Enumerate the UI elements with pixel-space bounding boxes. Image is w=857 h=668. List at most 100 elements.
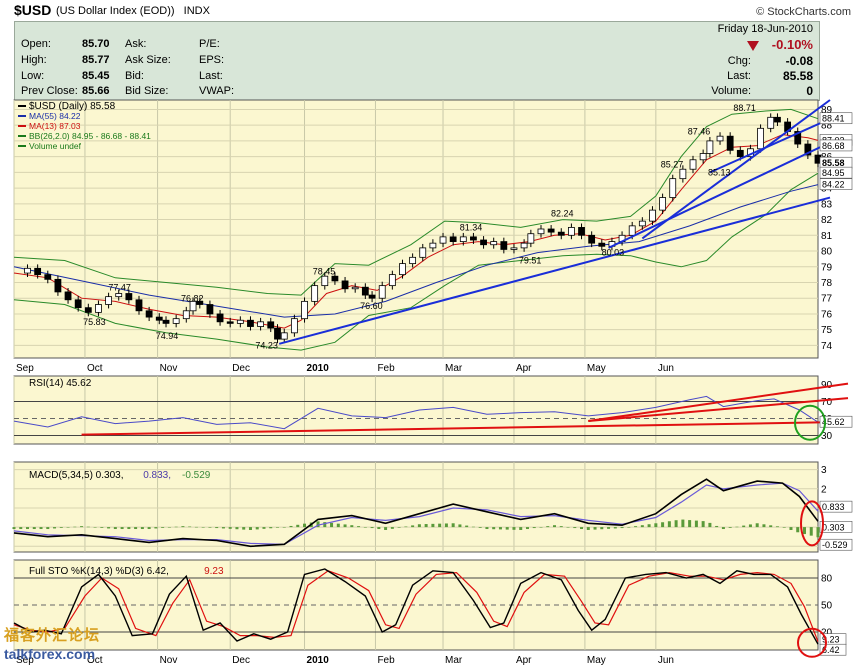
macd-histogram-bar — [654, 523, 658, 528]
macd-histogram-bar — [194, 526, 198, 528]
sto-legend-entry: 9.23 — [204, 566, 224, 577]
quote-date: Friday 18-Jun-2010 — [717, 23, 813, 35]
macd-histogram-bar — [255, 527, 259, 530]
ask-size-label: Ask Size: — [125, 54, 171, 66]
candle-body — [378, 285, 386, 299]
macd-histogram-bar — [742, 525, 746, 528]
candle-body — [480, 239, 487, 246]
macd-histogram-bar — [465, 525, 469, 528]
price-legend-entry: Volume undef — [29, 141, 82, 151]
candle-body — [578, 227, 585, 236]
macd-histogram-bar — [715, 525, 719, 528]
candle-body — [267, 321, 275, 329]
high-label: High: — [21, 54, 47, 66]
bb-upper-line — [13, 108, 819, 296]
macd-histogram-bar — [485, 527, 489, 530]
price-ytick-label: 79 — [821, 262, 833, 273]
macd-histogram-bar — [39, 527, 43, 530]
credit-link[interactable]: © StockCharts.com — [756, 6, 851, 18]
candle-body — [44, 274, 52, 280]
candle-body — [226, 321, 234, 324]
macd-histogram-bar — [431, 523, 435, 528]
candle-body — [388, 274, 396, 287]
candle-body — [689, 159, 697, 170]
bb-lower-line — [13, 172, 819, 351]
candle-body — [429, 242, 437, 249]
candle-body — [290, 318, 298, 334]
macd-histogram-bar — [492, 527, 496, 530]
sto-xtick-label: Dec — [232, 655, 250, 666]
price-ytick-label: 81 — [821, 231, 833, 242]
macd-right-label: 0.833 — [822, 502, 845, 512]
candle-body — [804, 143, 812, 156]
price-ytick-label: 74 — [821, 341, 833, 352]
price-legend-entry: $USD (Daily) 85.58 — [29, 101, 116, 112]
price-right-label: 84.22 — [822, 180, 845, 190]
sto-xtick-label: Apr — [516, 655, 532, 666]
macd-histogram-bar — [674, 520, 678, 528]
price-ytick-label: 75 — [821, 325, 833, 336]
candle-body — [216, 313, 224, 323]
last-label: Last: — [727, 70, 751, 82]
rsi-ytick-label: 90 — [821, 380, 833, 391]
macd-right-label: 0.303 — [822, 522, 845, 532]
ma55-line — [13, 184, 819, 318]
macd-histogram-bar — [127, 527, 131, 530]
macd-histogram-bar — [438, 523, 442, 528]
macd-histogram-bar — [471, 526, 475, 528]
macd-histogram-bar — [188, 526, 192, 528]
macd-histogram-bar — [478, 527, 482, 528]
candle-body — [774, 116, 781, 123]
candle-body — [105, 296, 112, 305]
price-right-label: 88.41 — [822, 114, 845, 124]
price-annotation: 76.60 — [360, 301, 383, 311]
candle-body — [236, 319, 244, 324]
macd-right-label-box — [819, 538, 853, 551]
candle-body — [706, 140, 714, 154]
candle-body — [311, 285, 319, 302]
macd-right-label-box — [819, 521, 853, 533]
macd-histogram-bar — [66, 527, 70, 528]
sto-right-label: 6.42 — [822, 645, 840, 655]
sto-xtick-label: Oct — [87, 655, 103, 666]
macd-histogram-bar — [208, 527, 212, 528]
chg-label: Chg: — [727, 55, 751, 67]
macd-histogram-bar — [809, 527, 813, 536]
macd-histogram-bar — [147, 527, 151, 530]
macd-histogram-bar — [640, 525, 644, 528]
macd-histogram-bar — [363, 527, 367, 528]
price-annotation: 80.03 — [602, 248, 625, 258]
price-trendline-0 — [278, 196, 831, 345]
ask-label: Ask: — [125, 38, 147, 50]
macd-histogram-bar — [627, 527, 631, 528]
macd-histogram-bar — [26, 527, 30, 530]
macd-histogram-bar — [796, 527, 800, 533]
candle-body — [490, 241, 498, 246]
macd-histogram-bar — [580, 527, 584, 530]
macd-histogram-bar — [59, 527, 63, 528]
macd-histogram-bar — [512, 527, 516, 530]
macd-histogram-bar — [12, 527, 16, 530]
candle-body — [649, 209, 656, 222]
macd-histogram-bar — [93, 527, 97, 528]
macd-histogram-bar — [296, 524, 300, 528]
sto-highlight-circle — [797, 627, 827, 658]
candle-body — [757, 127, 764, 150]
macd-histogram-bar — [330, 522, 334, 528]
candle-body — [794, 131, 802, 145]
sto-right-label: 9.23 — [822, 635, 840, 645]
macd-histogram-bar — [275, 527, 279, 528]
candle-body — [638, 220, 646, 227]
macd-histogram-bar — [789, 527, 793, 530]
price-ytick-label: 89 — [821, 105, 833, 116]
candle-body — [470, 236, 477, 241]
bid-label: Bid: — [125, 70, 144, 82]
sto-xtick-label: Mar — [445, 655, 463, 666]
macd-histogram-bar — [235, 527, 239, 530]
exchange-name: INDX — [183, 5, 210, 17]
macd-histogram-bar — [451, 523, 455, 528]
macd-histogram-bar — [289, 525, 293, 528]
